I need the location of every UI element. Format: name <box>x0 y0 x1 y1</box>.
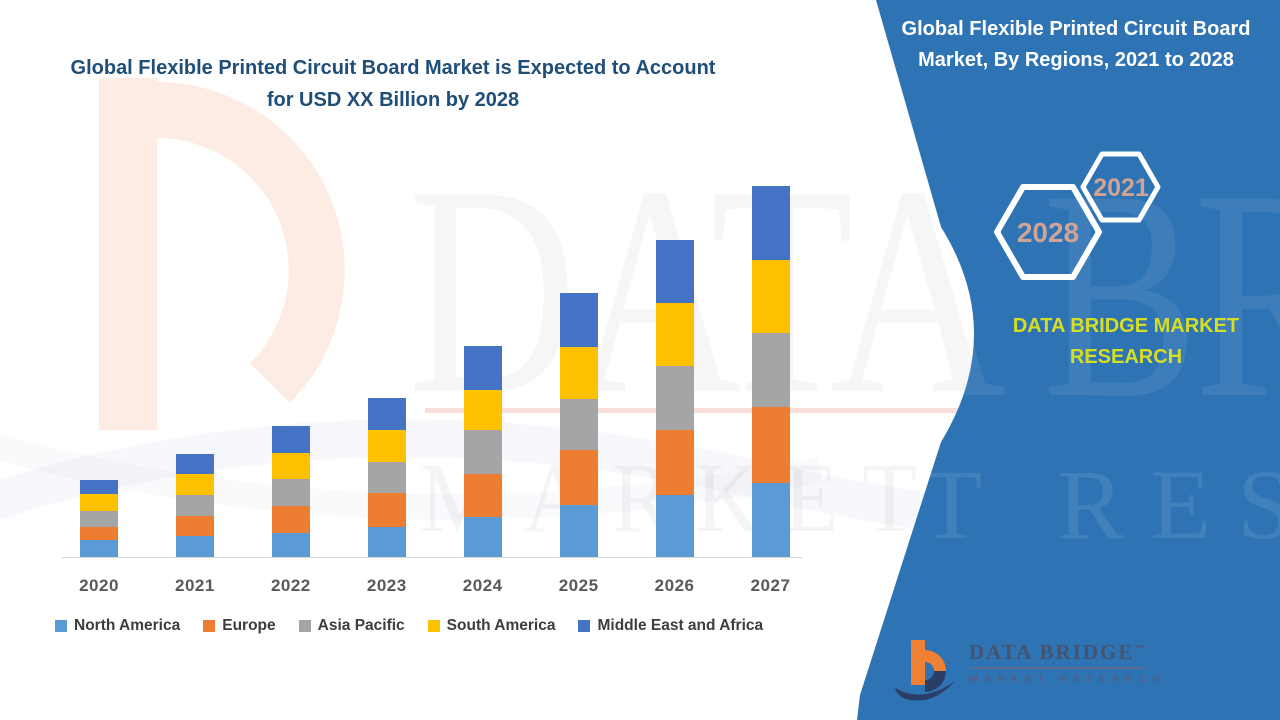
bar-2020 <box>80 480 118 557</box>
legend-swatch <box>427 620 440 632</box>
bar-segment-2027-europe <box>751 407 790 483</box>
brand-text-line1: DATA BRIDGE MARKET <box>1012 315 1240 337</box>
legend-item-europe: Europe <box>203 617 276 635</box>
legend-swatch <box>298 620 311 632</box>
bar-segment-2025-north-america <box>559 505 598 557</box>
bar-segment-2026-south-america <box>655 303 694 366</box>
bar-segment-2024-europe <box>463 474 502 517</box>
brand-text-line2: RESEARCH <box>1069 346 1183 368</box>
bar-segment-2024-south-america <box>463 390 502 430</box>
bar-2025 <box>559 293 598 557</box>
bar-segment-2020-middle-east-and-africa <box>80 480 118 494</box>
legend-item-north-america: North America <box>55 617 180 635</box>
bar-segment-2027-south-america <box>751 260 790 333</box>
bar-2021 <box>175 454 214 557</box>
legend-item-middle-east-and-africa: Middle East and Africa <box>578 617 763 635</box>
bar-segment-2021-asia-pacific <box>175 495 214 516</box>
bar-segment-2021-north-america <box>175 536 214 557</box>
x-axis-label-2022: 2022 <box>270 576 311 595</box>
panel-title-line2: Market, By Regions, 2021 to 2028 <box>918 49 1234 71</box>
bar-segment-2023-north-america <box>367 527 406 557</box>
hexagon-2028 <box>994 184 1102 280</box>
legend-label: Middle East and Africa <box>597 617 764 634</box>
legend: North America Europe Asia Pacific South Ame… <box>55 617 763 635</box>
x-axis-line <box>62 557 802 558</box>
legend-label: South America <box>446 617 556 634</box>
legend-swatch <box>578 620 591 632</box>
x-axis-label-2025: 2025 <box>558 576 599 595</box>
bar-segment-2022-north-america <box>271 533 310 557</box>
bar-segment-2024-asia-pacific <box>463 430 502 474</box>
bar-segment-2020-europe <box>80 527 118 540</box>
bar-segment-2026-europe <box>655 430 694 495</box>
trademark-symbol: ™ <box>1134 643 1144 653</box>
x-axis-label-2027: 2027 <box>750 576 791 595</box>
bar-segment-2027-north-america <box>751 483 790 557</box>
footer-logo-b-icon <box>895 640 955 701</box>
bar-segment-2023-asia-pacific <box>367 462 406 493</box>
legend-swatch <box>203 620 216 632</box>
chart-title-line1: Global Flexible Printed Circuit Board Ma… <box>70 57 716 79</box>
bar-segment-2021-south-america <box>175 474 214 495</box>
bar-segment-2023-europe <box>367 493 406 527</box>
brand-text: DATA BRIDGE MARKET RESEARCH <box>958 311 1280 373</box>
bar-segment-2024-middle-east-and-africa <box>463 346 502 390</box>
bar-segment-2021-middle-east-and-africa <box>175 454 214 474</box>
legend-label: Asia Pacific <box>317 617 405 634</box>
legend-swatch <box>55 620 67 632</box>
bar-2023 <box>367 398 406 557</box>
x-axis-label-2026: 2026 <box>654 576 695 595</box>
bar-segment-2025-europe <box>559 450 598 505</box>
bar-segment-2020-north-america <box>80 540 118 557</box>
x-axis-label-2023: 2023 <box>366 576 407 595</box>
footer-logo: DATA BRIDGE™ MARKET RESEARCH <box>893 636 1166 706</box>
panel-title: Global Flexible Printed Circuit Board Ma… <box>878 14 1274 76</box>
panel-shape <box>857 0 1280 720</box>
bar-segment-2022-middle-east-and-africa <box>271 426 310 453</box>
hexagon-2021-label: 2021 <box>1093 174 1149 202</box>
panel-title-line1: Global Flexible Printed Circuit Board <box>901 18 1251 40</box>
bar-segment-2023-south-america <box>367 430 406 462</box>
bar-segment-2025-south-america <box>559 347 598 399</box>
bar-segment-2020-asia-pacific <box>80 511 118 527</box>
hexagon-2021 <box>1080 151 1161 223</box>
x-axis-label-2020: 2020 <box>79 576 119 595</box>
bar-segment-2022-south-america <box>271 453 310 479</box>
bar-2027 <box>751 186 790 557</box>
legend-label: Europe <box>222 617 276 634</box>
bar-2024 <box>463 346 502 557</box>
bar-segment-2022-europe <box>271 506 310 533</box>
hexagon-2028-label: 2028 <box>1017 217 1079 248</box>
footer-logo-tagline: MARKET RESEARCH <box>969 673 1166 685</box>
bar-segment-2026-middle-east-and-africa <box>655 240 694 303</box>
footer-logo-name: DATA BRIDGE™ <box>969 636 1144 669</box>
legend-label: North America <box>74 617 181 634</box>
bar-segment-2026-asia-pacific <box>655 366 694 430</box>
bar-segment-2022-asia-pacific <box>271 479 310 506</box>
x-axis-label-2021: 2021 <box>175 576 215 595</box>
bar-segment-2026-north-america <box>655 495 694 557</box>
bar-segment-2025-asia-pacific <box>559 399 598 450</box>
legend-item-asia-pacific: Asia Pacific <box>298 617 405 635</box>
bar-segment-2023-middle-east-and-africa <box>367 398 406 430</box>
bar-segment-2027-middle-east-and-africa <box>751 186 790 260</box>
bar-2022 <box>271 426 310 557</box>
bar-segment-2020-south-america <box>80 494 118 511</box>
legend-item-south-america: South America <box>427 617 556 635</box>
bar-segment-2024-north-america <box>463 517 502 557</box>
chart-title-line2: for USD XX Billion by 2028 <box>266 89 520 111</box>
bar-2026 <box>655 240 694 557</box>
bar-segment-2027-asia-pacific <box>751 333 790 407</box>
x-axis-label-2024: 2024 <box>462 576 503 595</box>
bar-segment-2021-europe <box>175 516 214 536</box>
chart-title: Global Flexible Printed Circuit Board Ma… <box>18 52 768 116</box>
bar-segment-2025-middle-east-and-africa <box>559 293 598 347</box>
